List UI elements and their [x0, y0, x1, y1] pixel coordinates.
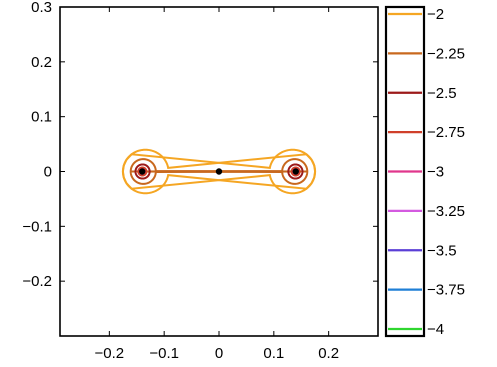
x-tick-label: −0.1 [149, 345, 179, 362]
contour-line [287, 163, 304, 180]
y-tick-label: 0 [44, 164, 52, 181]
contour-level-2 [134, 163, 304, 180]
source-point [215, 168, 223, 175]
x-tick-label: 0.2 [318, 345, 339, 362]
contour-line [121, 148, 317, 195]
colorbar-label: −4 [427, 321, 444, 338]
x-tick-label: 0 [215, 345, 223, 362]
colorbar-legend: −2 −2.25 −2.5 −2.75 −3 −3.25 −3.5 −3.75 −4 [384, 5, 465, 338]
y-tick-label: −0.1 [22, 218, 52, 235]
x-axis: −0.2 −0.1 0 0.1 0.2 [95, 7, 339, 362]
contour-level-3 [137, 166, 301, 177]
colorbar-label: −3.5 [427, 242, 457, 259]
contour-line [134, 163, 151, 180]
contour-line [290, 166, 301, 177]
colorbar-label: −2.5 [427, 85, 457, 102]
source-point [139, 168, 146, 175]
x-tick-label: −0.2 [95, 345, 125, 362]
colorbar-label: −3.25 [427, 203, 465, 220]
x-tick-label: 0.1 [263, 345, 284, 362]
colorbar-label: −2.75 [427, 124, 465, 141]
colorbar-label: −3.75 [427, 282, 465, 299]
y-axis: 0.3 0.2 0.1 0 −0.1 −0.2 [22, 0, 378, 290]
y-tick-label: 0.1 [31, 109, 52, 126]
y-tick-label: 0.2 [31, 54, 52, 71]
colorbar-label: −2 [427, 6, 444, 23]
contour-line [129, 158, 308, 185]
source-point [292, 168, 299, 175]
contour-level-1 [129, 158, 309, 185]
colorbar-frame [384, 5, 426, 338]
y-tick-label: −0.2 [22, 273, 52, 290]
contour-level-0 [121, 148, 317, 195]
colorbar-label: −3 [427, 164, 444, 181]
colorbar-label: −2.25 [427, 45, 465, 62]
contour-line [137, 166, 148, 177]
source-points [139, 168, 299, 175]
y-tick-label: 0.3 [31, 0, 52, 16]
